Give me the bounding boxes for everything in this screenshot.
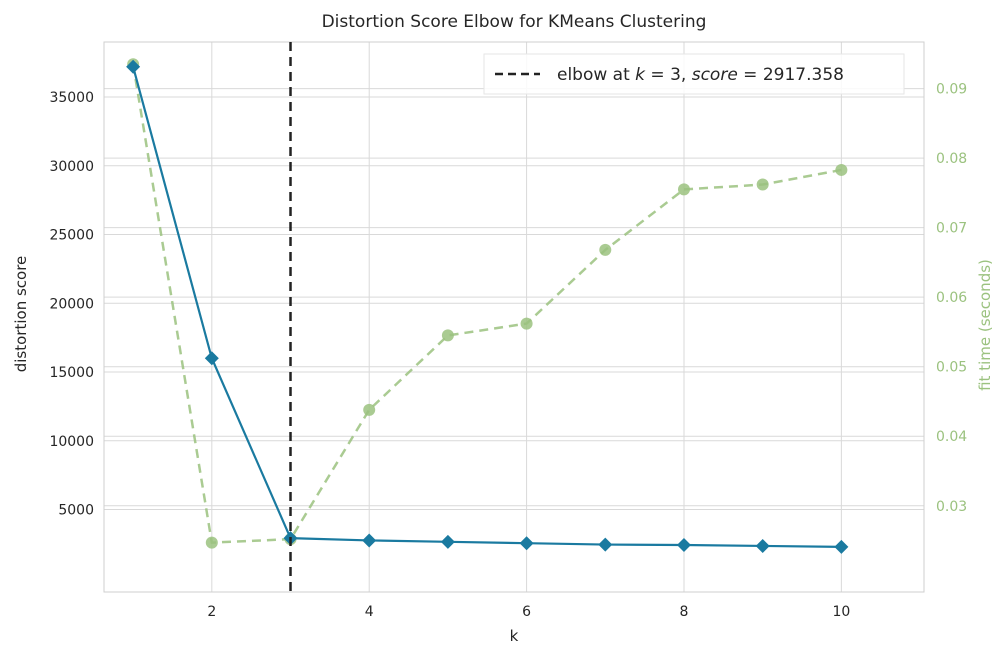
- chart-title: Distortion Score Elbow for KMeans Cluste…: [322, 12, 707, 32]
- legend-prefix: elbow at: [557, 65, 635, 85]
- distortion-point: [598, 537, 613, 552]
- tick-layer: 2 4 6 8 10 5000 10000 15000 20000 25000 30000 35000…: [49, 82, 967, 620]
- x-tick-label: 10: [832, 604, 850, 620]
- y-tick-label: 30000: [49, 159, 94, 175]
- fit-time-point: [363, 403, 376, 416]
- plot-frame: [103, 41, 925, 593]
- y2-tick-label: 0.06: [936, 290, 967, 306]
- distortion-point: [440, 534, 455, 549]
- legend-box: [483, 53, 905, 95]
- distortion-point: [755, 538, 770, 553]
- x-tick-label: 6: [522, 604, 531, 620]
- fit-time-point: [441, 329, 454, 342]
- fit-time-point: [205, 536, 218, 549]
- legend-score: score: [692, 65, 738, 85]
- legend-k: k: [635, 65, 646, 85]
- fit-time-point: [835, 163, 848, 176]
- y2-tick-label: 0.04: [936, 429, 967, 445]
- y-tick-label: 5000: [58, 503, 94, 519]
- y-tick-label: 20000: [49, 296, 94, 312]
- legend-score-value: = 2917.358: [738, 65, 844, 85]
- distortion-point: [362, 533, 377, 548]
- legend-k-value: = 3,: [645, 65, 692, 85]
- y-tick-label: 35000: [49, 90, 94, 106]
- y-tick-label: 25000: [49, 228, 94, 244]
- fit-time-point: [756, 178, 769, 191]
- x-tick-label: 2: [207, 604, 216, 620]
- y2-tick-label: 0.03: [936, 499, 967, 515]
- legend: elbow at k = 3, score = 2917.358: [483, 53, 905, 95]
- x-tick-label: 8: [680, 604, 689, 620]
- fit-time-point: [677, 183, 690, 196]
- distortion-point: [834, 539, 849, 554]
- fit-time-point: [599, 243, 612, 256]
- distortion-point: [204, 351, 219, 366]
- fit-time-line: [131, 64, 842, 544]
- distortion-point: [676, 537, 691, 552]
- distortion-point: [519, 536, 534, 551]
- distortion-line: [132, 66, 842, 548]
- fit-time-series: [127, 58, 848, 549]
- y-tick-label: 10000: [49, 434, 94, 450]
- y2-tick-label: 0.09: [936, 82, 967, 98]
- y2-axis-label: fit time (seconds): [976, 259, 993, 391]
- legend-label: elbow at k = 3, score = 2917.358: [557, 65, 844, 85]
- y2-tick-label: 0.05: [936, 360, 967, 376]
- distortion-point: [126, 59, 141, 74]
- y-tick-label: 15000: [49, 365, 94, 381]
- x-axis-label: k: [510, 627, 519, 644]
- x-tick-label: 4: [365, 604, 374, 620]
- y2-tick-label: 0.08: [936, 151, 967, 167]
- y2-tick-label: 0.07: [936, 221, 967, 237]
- fit-time-point: [520, 317, 533, 330]
- y-axis-label: distortion score: [12, 256, 30, 373]
